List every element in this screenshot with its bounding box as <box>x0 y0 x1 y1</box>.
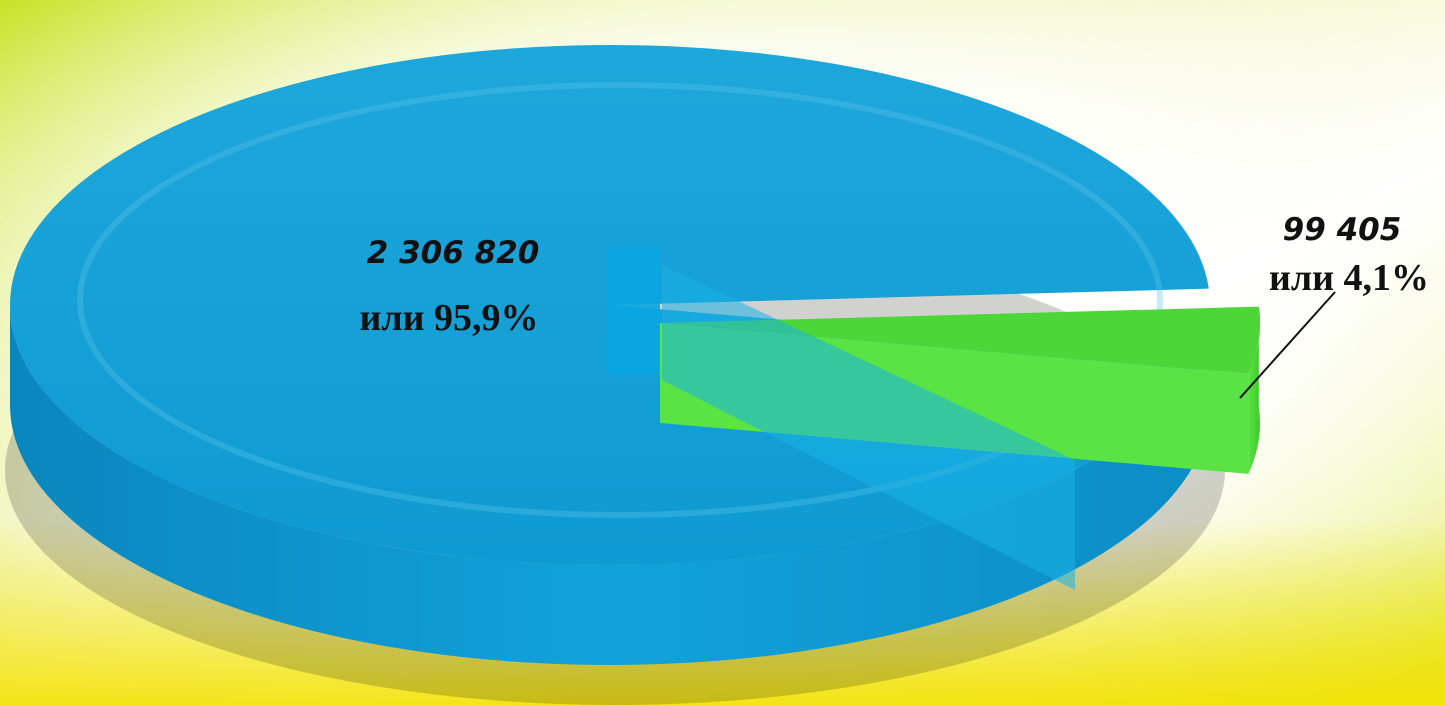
pie-slice-large-side <box>10 305 1199 666</box>
pie-top-highlight <box>77 82 1163 518</box>
pie-center-notch <box>608 247 660 375</box>
pie-slice-large-front-wall <box>662 265 1075 590</box>
slice-label-small-percent: или 4,1% <box>1269 257 1429 299</box>
pie-slice-small-top <box>660 306 1261 374</box>
slice-label-large-percent: или 95,9% <box>359 297 538 339</box>
slice-label-large-value: 2 306 820 <box>367 235 540 271</box>
pie-slice-small-side <box>1248 306 1261 474</box>
leader-line <box>1239 291 1336 399</box>
slice-label-small-value: 99 405 <box>1283 212 1402 248</box>
pie-group <box>9 44 1261 666</box>
